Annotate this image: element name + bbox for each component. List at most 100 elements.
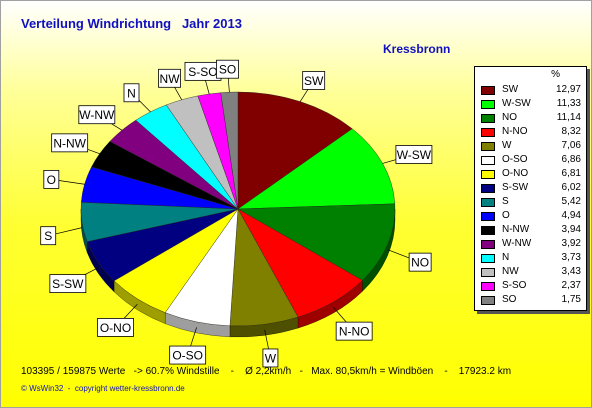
legend-value: 8,32 <box>561 126 581 137</box>
slice-label: SW <box>304 74 324 88</box>
legend-header: % <box>551 69 560 80</box>
legend-swatch <box>481 170 495 179</box>
slice-label: NO <box>411 256 429 270</box>
slice-labels: SW W-SW NO N-NO W O-SO O-NO S-SW SO N-NW W-NW N NW S-… <box>40 59 433 368</box>
legend-item: W-SW 11,33 <box>475 98 586 112</box>
legend-swatch <box>481 268 495 277</box>
slice-label: N <box>127 86 136 100</box>
legend-swatch <box>481 184 495 193</box>
legend-label: W <box>502 140 512 151</box>
legend-label: S-SO <box>502 280 527 291</box>
legend-swatch <box>481 226 495 235</box>
legend-label: S-SW <box>502 182 529 193</box>
slice-label: O <box>47 173 56 187</box>
legend-value: 1,75 <box>561 294 581 305</box>
slice-label: O-NO <box>100 321 131 335</box>
label-box <box>216 59 239 79</box>
legend-item: S-SW 6,02 <box>475 182 586 196</box>
label-box <box>158 68 181 88</box>
legend-item: N 3,73 <box>475 252 586 266</box>
legend-item: NO 11,14 <box>475 112 586 126</box>
station-name: Kressbronn <box>383 42 451 56</box>
legend-swatch <box>481 212 495 221</box>
slice-label: W-SW <box>397 148 432 162</box>
legend-swatch <box>481 282 495 291</box>
label-box <box>78 105 116 125</box>
legend-value: 2,37 <box>561 280 581 291</box>
label-box <box>335 321 373 341</box>
legend-swatch <box>481 128 495 137</box>
legend-value: 11,33 <box>556 98 581 109</box>
legend-value: 7,06 <box>561 140 581 151</box>
legend-value: 3,94 <box>561 224 581 235</box>
statistics-footer: 103395 / 159875 Werte -> 60.7% Windstill… <box>21 366 512 377</box>
label-box <box>123 83 140 103</box>
legend-label: O-NO <box>502 168 529 179</box>
chart-title: Verteilung Windrichtung Jahr 2013 <box>21 16 242 31</box>
legend-label: NW <box>502 266 519 277</box>
pie-slice-w-sw <box>237 128 396 210</box>
legend-label: W-SW <box>502 98 531 109</box>
label-box <box>262 348 279 368</box>
legend-swatch <box>481 156 495 165</box>
slice-label: N-NW <box>53 136 86 150</box>
legend-swatch <box>481 100 495 109</box>
legend-item: SO 1,75 <box>475 294 586 308</box>
label-box <box>169 345 207 365</box>
legend-value: 3,43 <box>561 266 581 277</box>
legend-label: S <box>502 196 509 207</box>
legend-swatch <box>481 240 495 249</box>
slice-label: W <box>265 351 277 365</box>
legend-label: N <box>502 252 510 263</box>
legend-item: N-NW 3,94 <box>475 224 586 238</box>
legend-swatch <box>481 254 495 263</box>
label-box <box>408 252 432 272</box>
legend-value: 11,14 <box>556 112 581 123</box>
pie-slice-no <box>237 203 396 281</box>
legend-swatch <box>481 296 495 305</box>
legend-value: 4,94 <box>561 210 581 221</box>
slice-label: SO <box>219 63 236 77</box>
legend-label: SO <box>502 294 517 305</box>
label-box <box>43 169 60 189</box>
label-box <box>302 71 326 90</box>
legend-item: SW 12,97 <box>475 84 586 98</box>
legend-item: NW 3,43 <box>475 266 586 280</box>
slice-label: N-NO <box>339 325 370 339</box>
slice-label: S-SO <box>188 65 217 79</box>
legend-label: O <box>502 210 510 221</box>
legend-label: SW <box>502 84 519 95</box>
slice-label: S-SW <box>52 277 84 291</box>
label-box <box>97 318 134 337</box>
legend-label: W-NW <box>502 238 532 249</box>
legend-value: 6,81 <box>561 168 581 179</box>
legend-label: N-NO <box>502 126 528 137</box>
legend-value: 6,02 <box>561 182 581 193</box>
legend-value: 3,92 <box>561 238 581 249</box>
legend-label: N-NW <box>502 224 530 235</box>
legend-value: 3,73 <box>561 252 581 263</box>
slice-label: NW <box>160 72 181 86</box>
slice-label: W-NW <box>79 108 115 122</box>
legend-value: 12,97 <box>555 84 581 95</box>
legend-item: W 7,06 <box>475 140 586 154</box>
legend-label: NO <box>502 112 517 123</box>
label-box <box>40 226 57 246</box>
legend-swatch <box>481 86 495 95</box>
legend-label: O-SO <box>502 154 528 165</box>
label-box <box>51 133 89 153</box>
pie-slice-sw <box>237 91 353 210</box>
legend-item: W-NW 3,92 <box>475 238 586 252</box>
label-box <box>49 274 87 294</box>
slice-label: O-SO <box>172 349 203 363</box>
legend-item: N-NO 8,32 <box>475 126 586 140</box>
legend-item: O-SO 6,86 <box>475 154 586 168</box>
legend-swatch <box>481 142 495 151</box>
pie-slices <box>80 91 396 327</box>
legend: % SW 12,97 W-SW 11,33 NO 11,14 N-NO 8,32 W 7,06 O-… <box>474 66 587 311</box>
copyright-note: © WsWin32 - copyright wetter-kressbronn.… <box>21 384 185 393</box>
legend-value: 5,42 <box>561 196 581 207</box>
label-box <box>395 145 433 164</box>
